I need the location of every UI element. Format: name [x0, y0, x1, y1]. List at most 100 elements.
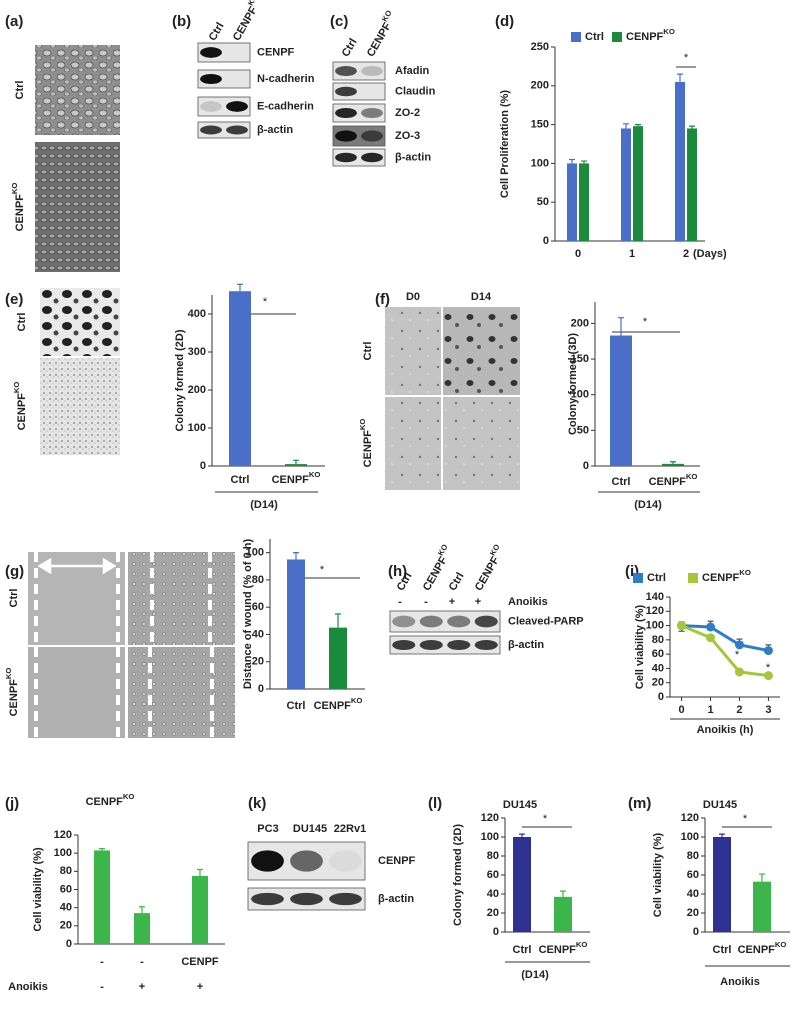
- bar: [554, 896, 572, 932]
- x-axis-label: (D14): [521, 969, 549, 981]
- label-superscript: KO: [358, 419, 367, 431]
- bar: [229, 291, 251, 466]
- blot-band: [200, 101, 222, 112]
- error-bar: [519, 833, 525, 837]
- blot-label: β-actin: [395, 151, 431, 163]
- blot-band: [447, 615, 471, 628]
- panel-label: (g): [5, 563, 24, 580]
- y-axis-label: Distance of wound (% of 0 h): [242, 539, 254, 690]
- panel-label: (a): [5, 13, 23, 30]
- bar: [94, 850, 110, 944]
- error-bar: [719, 833, 725, 837]
- blot-band: [392, 615, 416, 628]
- y-tick-label: 200: [531, 80, 549, 92]
- label-superscript: KO: [12, 382, 21, 394]
- y-tick-label: 50: [537, 196, 549, 208]
- y-tick-label: 20: [652, 677, 664, 689]
- label-text: CENPF: [738, 944, 776, 956]
- row-label: Ctrl: [16, 313, 28, 332]
- x-tick-label: 2: [736, 704, 742, 716]
- y-tick-label: 150: [531, 119, 549, 131]
- blot-band: [419, 639, 443, 651]
- y-tick-label: 100: [481, 831, 499, 843]
- bar: [753, 881, 771, 932]
- error-bar: [99, 848, 105, 851]
- micrograph: [128, 552, 235, 645]
- blot-band: [335, 65, 357, 77]
- y-tick-label: 300: [188, 346, 206, 358]
- bar: [675, 81, 685, 241]
- lane-label: DU145: [293, 823, 327, 835]
- row-label: CENPFKO: [10, 183, 26, 232]
- blot-band: [335, 130, 357, 142]
- label-text: CENPF: [702, 572, 740, 584]
- blot-band: [251, 850, 284, 872]
- label-text: CENPF: [649, 476, 687, 488]
- lane-label: PC3: [257, 823, 278, 835]
- label-text: CENPF: [539, 944, 577, 956]
- y-tick-label: 100: [681, 831, 699, 843]
- label-text: CENPF: [473, 554, 502, 593]
- series-line: [681, 624, 769, 653]
- blot-band: [361, 152, 383, 163]
- y-tick-label: 0: [583, 460, 589, 472]
- micrograph: [385, 397, 441, 490]
- significance-star: *: [643, 316, 648, 328]
- bar: [621, 128, 631, 241]
- y-tick-label: 150: [571, 353, 589, 365]
- blot-label: Cleaved-PARP: [508, 615, 584, 627]
- bar: [633, 126, 643, 241]
- error-bar: [560, 890, 566, 897]
- y-tick-label: 0: [200, 460, 206, 472]
- point: [706, 622, 716, 632]
- error-bar: [293, 552, 299, 560]
- panel-label: (j): [5, 795, 19, 812]
- point: [763, 671, 773, 681]
- row-label: CENPFKO: [12, 382, 28, 431]
- y-tick-label: 80: [252, 574, 264, 586]
- x-axis-label: (Days): [693, 248, 727, 260]
- y-axis-label: Cell viability (%): [32, 847, 44, 932]
- y-tick-label: 40: [252, 628, 264, 640]
- x-tick-label: 1: [629, 248, 635, 260]
- y-axis-label: Colony formed (2D): [174, 329, 186, 431]
- y-tick-label: 60: [687, 869, 699, 881]
- x-tick-label: 0: [575, 248, 581, 260]
- blot-band: [419, 615, 443, 628]
- y-tick-label: 0: [258, 683, 264, 695]
- wound-arrow: [37, 557, 117, 575]
- micrograph: [128, 647, 235, 738]
- chart-title: DU145: [703, 799, 737, 811]
- legend-swatch: [688, 573, 698, 583]
- panel-label: (l): [428, 795, 442, 812]
- micrograph: [40, 358, 120, 455]
- legend-label: CENPFKO: [626, 27, 675, 43]
- y-tick-label: 0: [493, 926, 499, 938]
- treatment-sign: +: [475, 596, 481, 608]
- point: [763, 646, 773, 656]
- lane-label: CENPFKO: [469, 543, 507, 593]
- x-tick-label: CENPFKO: [272, 470, 321, 486]
- bar: [329, 627, 347, 689]
- x-tick-label: CENPFKO: [314, 696, 363, 712]
- blot-label: CENPF: [378, 855, 416, 867]
- y-tick-label: 100: [646, 619, 664, 631]
- bar: [610, 335, 632, 466]
- significance-star: *: [743, 813, 748, 825]
- label-superscript: KO: [4, 668, 13, 680]
- label-superscript: KO: [576, 940, 588, 949]
- label-superscript: KO: [351, 696, 363, 705]
- significance-star: *: [735, 649, 740, 661]
- bar: [579, 163, 589, 241]
- y-tick-label: 20: [487, 907, 499, 919]
- blot-band: [290, 892, 323, 906]
- y-tick-label: 140: [646, 591, 664, 603]
- label-text: CENPF: [8, 679, 20, 717]
- micrographs: [28, 45, 520, 738]
- treatment-label: Anoikis: [508, 596, 548, 608]
- blot-label: Afadin: [395, 65, 430, 77]
- error-bar: [237, 283, 243, 292]
- x-axis-label: (D14): [250, 499, 278, 511]
- bar: [662, 463, 684, 466]
- x-tick-label: Ctrl: [231, 474, 250, 486]
